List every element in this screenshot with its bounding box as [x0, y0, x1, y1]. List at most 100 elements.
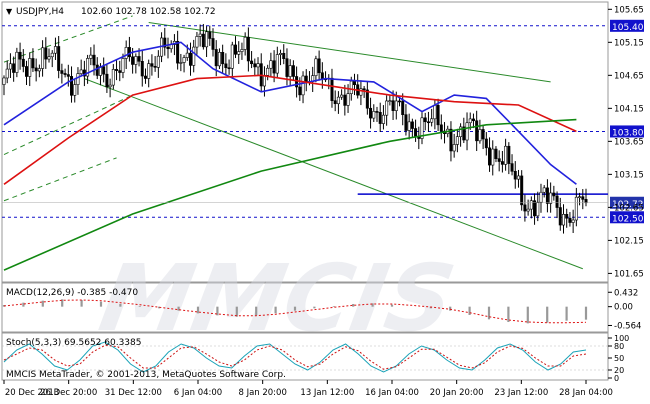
candle-body	[475, 120, 479, 142]
main-panel-frame	[1, 1, 609, 283]
macd-y-tick-label: 0.00	[614, 303, 633, 313]
candle-body	[465, 122, 469, 141]
candle-body	[234, 44, 238, 55]
y-tick-label: 104.65	[614, 71, 644, 81]
candle-body	[423, 117, 427, 123]
candle-body	[365, 89, 369, 109]
candle-body	[565, 214, 569, 219]
candle-body	[166, 46, 170, 50]
candle-body	[188, 52, 192, 66]
header-symbol-label: USDJPY,H4	[16, 7, 64, 17]
macd-panel-frame	[1, 282, 609, 333]
candle-body	[574, 196, 578, 221]
y-tick-label: 103.65	[614, 137, 644, 147]
candle-body	[369, 107, 373, 119]
candle-body	[82, 69, 86, 77]
candle-body	[121, 58, 125, 73]
candle-body	[137, 56, 141, 62]
candle-body	[34, 67, 38, 72]
candle-body	[5, 68, 9, 79]
candle-body	[15, 51, 19, 73]
candle-body	[488, 147, 492, 166]
copyright-text: MMCIS MetaTrader, © 2001-2013, MetaQuote…	[6, 370, 286, 380]
y-tick-label: 101.65	[614, 269, 644, 279]
lower-dashed-trend-line	[3, 157, 117, 202]
candle-body	[436, 105, 440, 126]
candle-body	[269, 60, 273, 69]
candle-body	[340, 94, 344, 98]
candle-body	[378, 111, 382, 124]
candle-body	[147, 63, 151, 79]
candle-body	[57, 46, 61, 71]
candle-body	[552, 192, 556, 197]
lower-channel-line	[84, 78, 583, 270]
candle-body	[266, 67, 270, 76]
candle-body	[8, 63, 12, 70]
candle-body	[79, 69, 83, 74]
stoch-main-line	[3, 341, 587, 373]
candle-body	[330, 77, 334, 101]
candle-body	[581, 196, 585, 200]
candle-body	[549, 192, 553, 204]
candle-body	[118, 70, 122, 73]
candle-body	[568, 217, 572, 223]
candle-body	[542, 187, 546, 193]
candle-body	[430, 118, 434, 123]
candle-body	[504, 145, 508, 165]
candle-body	[53, 46, 57, 54]
candle-body	[433, 105, 437, 120]
mid-dashed-trend-line	[3, 94, 133, 156]
candle-body	[336, 96, 340, 105]
candle-body	[285, 58, 289, 77]
candle-body	[298, 86, 302, 96]
candle-body	[516, 175, 520, 180]
candle-body	[176, 41, 180, 64]
candle-body	[558, 207, 562, 226]
candle-body	[262, 75, 266, 87]
candle-body	[301, 75, 305, 96]
candle-body	[385, 100, 389, 116]
level-price-label: 105.40	[612, 23, 644, 33]
level-price-box	[610, 125, 644, 138]
candle-body	[201, 33, 205, 48]
candle-body	[86, 58, 90, 77]
candle-body	[195, 36, 199, 48]
candle-body	[279, 52, 283, 55]
candle-body	[491, 148, 495, 166]
current-price-box	[610, 196, 644, 209]
candle-body	[111, 69, 115, 86]
macd-y-tick-label: 0.432	[614, 288, 638, 298]
candle-body	[108, 84, 112, 88]
candle-body	[304, 75, 308, 82]
macd-y-tick-label: -0.564	[614, 321, 641, 331]
candle-body	[362, 88, 366, 91]
stoch-y-tick-label: 80	[614, 342, 624, 351]
candle-body	[420, 117, 424, 139]
candle-body	[179, 62, 183, 64]
candle-body	[478, 129, 482, 142]
candle-body	[391, 100, 395, 111]
header-arrow-icon[interactable]: ▼	[6, 7, 13, 16]
candle-body	[127, 47, 131, 58]
candle-body	[124, 47, 128, 59]
candle-body	[407, 121, 411, 131]
x-tick-label: 20 Dec 2013	[5, 388, 59, 398]
candle-body	[520, 175, 524, 206]
candle-body	[31, 58, 35, 69]
candle-body	[214, 49, 218, 67]
candle-body	[529, 200, 533, 210]
candle-body	[50, 52, 54, 58]
candle-body	[401, 100, 405, 115]
candle-body	[394, 100, 398, 111]
candle-body	[272, 60, 276, 74]
candle-body	[66, 74, 70, 77]
candle-body	[497, 158, 501, 162]
candle-body	[561, 214, 565, 226]
candle-body	[507, 145, 511, 164]
candle-body	[89, 54, 93, 59]
candle-body	[60, 70, 64, 74]
candle-body	[510, 163, 514, 172]
x-tick-label: 28 Jan 04:00	[559, 388, 613, 398]
